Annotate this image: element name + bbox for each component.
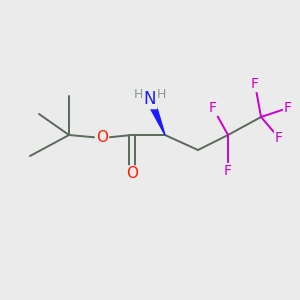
Text: F: F — [251, 77, 259, 91]
Text: O: O — [126, 167, 138, 182]
Polygon shape — [146, 98, 165, 135]
Text: F: F — [275, 131, 283, 145]
Text: H: H — [157, 88, 166, 101]
Text: F: F — [224, 164, 232, 178]
Text: N: N — [144, 90, 156, 108]
Text: F: F — [284, 101, 292, 115]
Text: F: F — [209, 101, 217, 115]
Text: H: H — [134, 88, 143, 101]
Text: O: O — [96, 130, 108, 146]
